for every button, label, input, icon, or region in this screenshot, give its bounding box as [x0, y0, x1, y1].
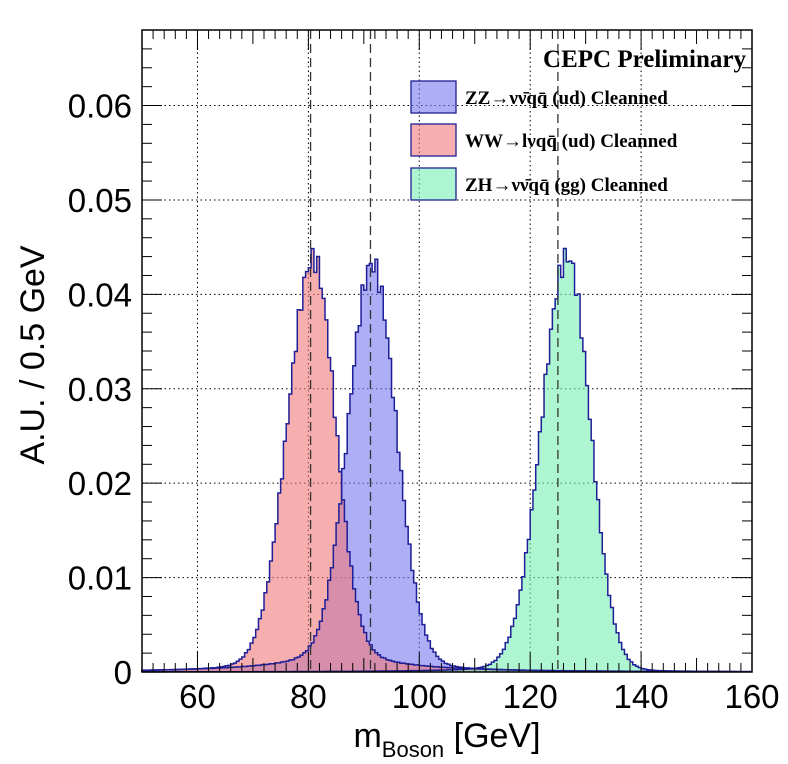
y-tick-label: 0.05	[68, 182, 132, 219]
legend-swatch-0	[410, 80, 457, 114]
x-axis-title: mBoson [GeV]	[353, 717, 540, 762]
histogram-fill-0	[142, 259, 752, 672]
legend-label-1: WW→lνqq̄ (ud) Cleanned	[465, 131, 678, 152]
y-tick-label: 0	[114, 654, 132, 691]
y-tick-label: 0.03	[68, 371, 132, 408]
x-tick-label: 80	[290, 678, 327, 715]
x-tick-label: 140	[614, 678, 669, 715]
histogram-fill-2	[142, 248, 752, 672]
histogram-outline-0	[141, 258, 752, 673]
legend-label-0: ZZ→νν̄qq̄ (ud) Cleanned	[465, 88, 668, 109]
legend: CEPC Preliminary ZZ→νν̄qq̄ (ud) Cleanned…	[410, 46, 746, 201]
legend-label-2: ZH→νν̄qq̄ (gg) Cleanned	[465, 175, 668, 196]
y-tick-label: 0.01	[68, 560, 132, 597]
y-tick-label: 0.06	[68, 88, 132, 125]
histogram-outline-2	[141, 247, 752, 673]
x-tick-label: 160	[724, 678, 779, 715]
y-axis-title: A.U. / 0.5 GeV	[14, 245, 52, 465]
x-tick-label: 60	[179, 678, 216, 715]
y-tick-label: 0.02	[68, 465, 132, 502]
legend-swatch-2	[410, 167, 457, 201]
y-tick-label: 0.04	[68, 276, 132, 313]
axes: 60 80 100 120 140 160 0 0.01 0.02 0.03 0.04 0.05 0.0…	[68, 29, 780, 715]
legend-swatch-1	[410, 123, 457, 157]
histogram-outlines	[141, 247, 752, 673]
x-tick-label: 100	[392, 678, 447, 715]
cepc-preliminary-label: CEPC Preliminary	[543, 46, 746, 73]
reference-lines	[309, 30, 559, 672]
histogram-outline-1	[141, 247, 752, 673]
histogram-fills	[142, 248, 752, 672]
histogram-fill-1	[142, 248, 752, 672]
x-tick-label: 120	[503, 678, 558, 715]
